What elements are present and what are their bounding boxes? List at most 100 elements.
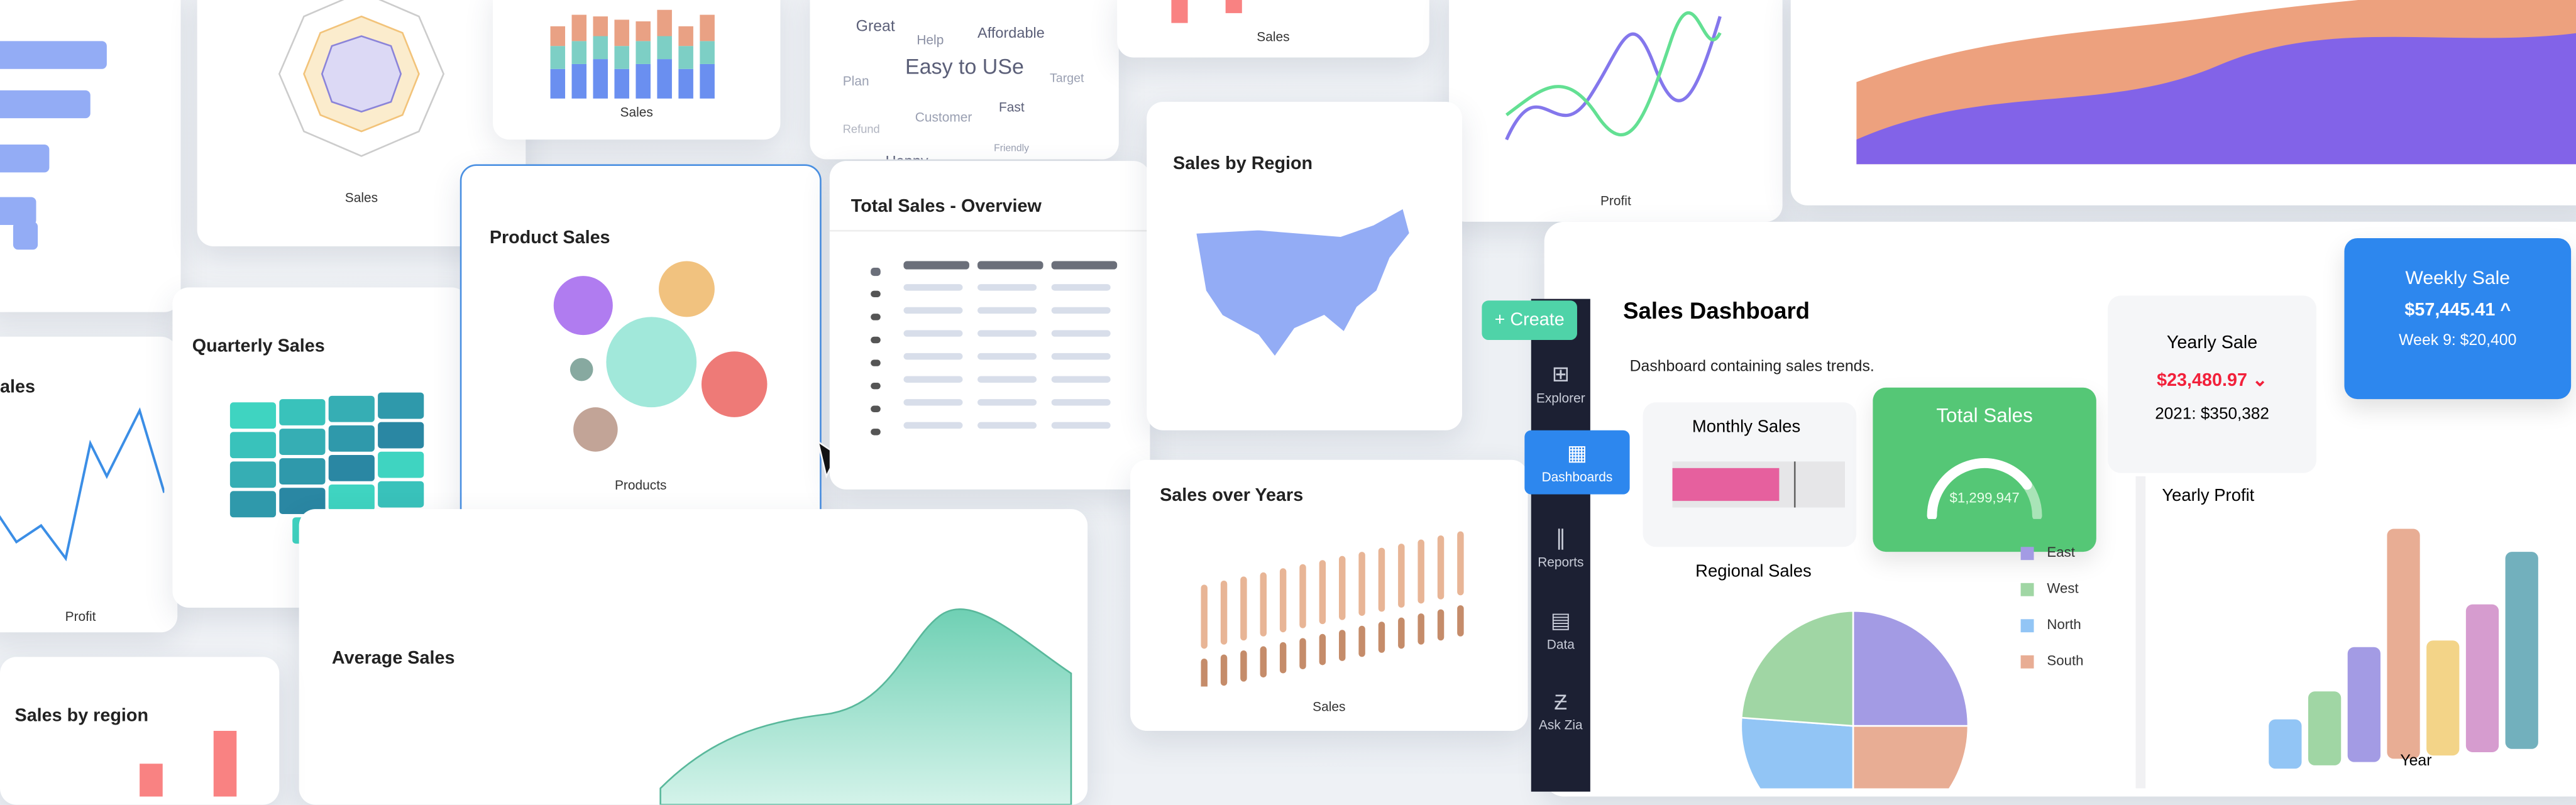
total-sales-widget: Total Sales $1,299,947: [1873, 387, 2096, 552]
table-cell-placeholder: [871, 268, 881, 277]
line-chart-card: ales Profit: [0, 336, 178, 633]
regional-pie: [1740, 610, 1969, 789]
sidebar-item-ask-zia[interactable]: Ƶ Ask Zia: [1531, 690, 1590, 733]
word-cloud-term: Plan: [842, 74, 869, 89]
bullet-track: [1672, 461, 1845, 508]
table-cell-placeholder: [903, 353, 963, 360]
table-cell-placeholder: [977, 399, 1037, 406]
radar-chart: [278, 0, 445, 157]
product-sales-card[interactable]: Product Sales Products: [460, 164, 822, 550]
sidebar-item-label: Explorer: [1536, 391, 1585, 406]
stacked-bar: [550, 26, 566, 47]
table-cell-placeholder: [871, 314, 881, 320]
heatmap-cell: [279, 458, 326, 485]
dashboard-title: Sales Dashboard: [1623, 297, 1810, 324]
sidebar-item-reports[interactable]: ∥ Reports: [1531, 525, 1590, 570]
word-cloud-term: Fast: [999, 100, 1025, 115]
table-cell-placeholder: [1051, 261, 1118, 270]
table-cell-placeholder: [1051, 284, 1111, 291]
stacked-bar: [571, 63, 587, 99]
heatmap-cell: [229, 402, 277, 429]
heatmap-cell: [328, 425, 375, 452]
table-cell-placeholder: [977, 353, 1037, 360]
legend-label: South: [2047, 652, 2084, 669]
create-button[interactable]: + Create: [1482, 300, 1577, 340]
heatmap-cell: [328, 484, 375, 511]
legend-swatch: [2020, 583, 2034, 596]
chart-caption: Products: [614, 478, 667, 493]
us-map: [1195, 207, 1411, 358]
sidebar-item-label: Reports: [1538, 555, 1584, 570]
stacked-bar: [614, 68, 629, 99]
legend-swatch: [2020, 618, 2034, 632]
trend-up-icon: ^: [2500, 300, 2511, 320]
legend-label: East: [2047, 544, 2075, 561]
trend-down-icon: ⌄: [2252, 371, 2268, 392]
word-cloud-term: Customer: [915, 110, 972, 125]
table-cell-placeholder: [903, 284, 963, 291]
stacked-bar: [657, 9, 672, 36]
table-skeleton: [871, 261, 1142, 465]
table-cell-placeholder: [977, 261, 1043, 270]
chart-caption: Sales: [1257, 30, 1290, 45]
sidebar-item-data[interactable]: ▤ Data: [1531, 608, 1590, 652]
zia-icon: Ƶ: [1554, 689, 1568, 715]
weekly-sale-widget: Weekly Sale $57,445.41 ^ Week 9: $20,400: [2344, 238, 2572, 400]
stacked-bar: [636, 63, 651, 99]
table-cell-placeholder: [1051, 307, 1111, 314]
sales-by-region-card: Sales by Region: [1147, 102, 1463, 430]
chart-caption: Sales: [1313, 699, 1346, 715]
x-axis-label: Year: [2400, 752, 2432, 770]
card-title: Sales by Region: [1173, 154, 1313, 175]
table-cell-placeholder: [903, 330, 963, 337]
legend-item: South: [2020, 652, 2084, 669]
word-cloud-term: Happy: [886, 153, 928, 159]
profit-bar: [2347, 647, 2381, 762]
reports-icon: ∥: [1555, 525, 1566, 550]
profit-line-chart: [1505, 11, 1722, 141]
table-cell-placeholder: [1051, 422, 1111, 429]
word-cloud-term: Help: [916, 33, 944, 48]
heatmap-cell: [229, 461, 277, 488]
table-cell-placeholder: [977, 422, 1037, 429]
stacked-bar: [678, 46, 693, 69]
legend-label: North: [2047, 616, 2081, 633]
stacked-bar: [571, 41, 587, 64]
legend-swatch: [2020, 655, 2034, 669]
word-cloud-term: Friendly: [994, 144, 1029, 155]
table-cell-placeholder: [977, 307, 1037, 314]
yearly-sale-widget: Yearly Sale $23,480.97 ⌄ 2021: $350,382: [2108, 295, 2317, 473]
stacked-bar: [593, 16, 608, 36]
heatmap-cell: [378, 422, 424, 449]
table-cell-placeholder: [871, 382, 881, 390]
dashboards-icon: ▦: [1566, 440, 1588, 465]
chart-caption: Sales: [620, 105, 653, 120]
heatmap-cell: [378, 392, 424, 419]
table-cell-placeholder: [871, 336, 881, 344]
area-spline-chart: [659, 608, 1072, 805]
sidebar: ⊞ Explorer ▦ Dashboards ∥ Reports ▤ Data Ƶ Ask Zi…: [1524, 298, 1630, 792]
card-title: Average Sales: [331, 649, 455, 669]
sales-by-region-bar-card: Sales by region: [0, 657, 280, 805]
range-bar-chart: [1201, 531, 1464, 687]
sales-over-years-card: Sales over Years Sales: [1130, 459, 1528, 731]
stacked-bar: [700, 14, 715, 41]
stacked-bar-chart: [550, 9, 715, 99]
stacked-bar: [550, 68, 566, 99]
sidebar-item-label: Ask Zia: [1538, 718, 1583, 733]
widget-title: Total Sales: [1936, 403, 2033, 427]
bullet-fill: [1672, 468, 1780, 501]
horizontal-bar-card: [0, 0, 181, 312]
sidebar-item-explorer[interactable]: ⊞ Explorer: [1531, 361, 1590, 406]
table-cell-placeholder: [977, 284, 1037, 291]
heatmap-cell: [279, 399, 326, 425]
table-cell-placeholder: [977, 330, 1037, 337]
table-cell-placeholder: [871, 429, 881, 435]
sidebar-item-dashboards[interactable]: ▦ Dashboards: [1524, 430, 1630, 495]
area-chart-card: [1790, 0, 2576, 205]
explorer-icon: ⊞: [1551, 361, 1570, 386]
table-cell-placeholder: [871, 405, 881, 412]
heatmap-cell: [378, 481, 424, 508]
sidebar-item-label: Data: [1546, 637, 1575, 652]
